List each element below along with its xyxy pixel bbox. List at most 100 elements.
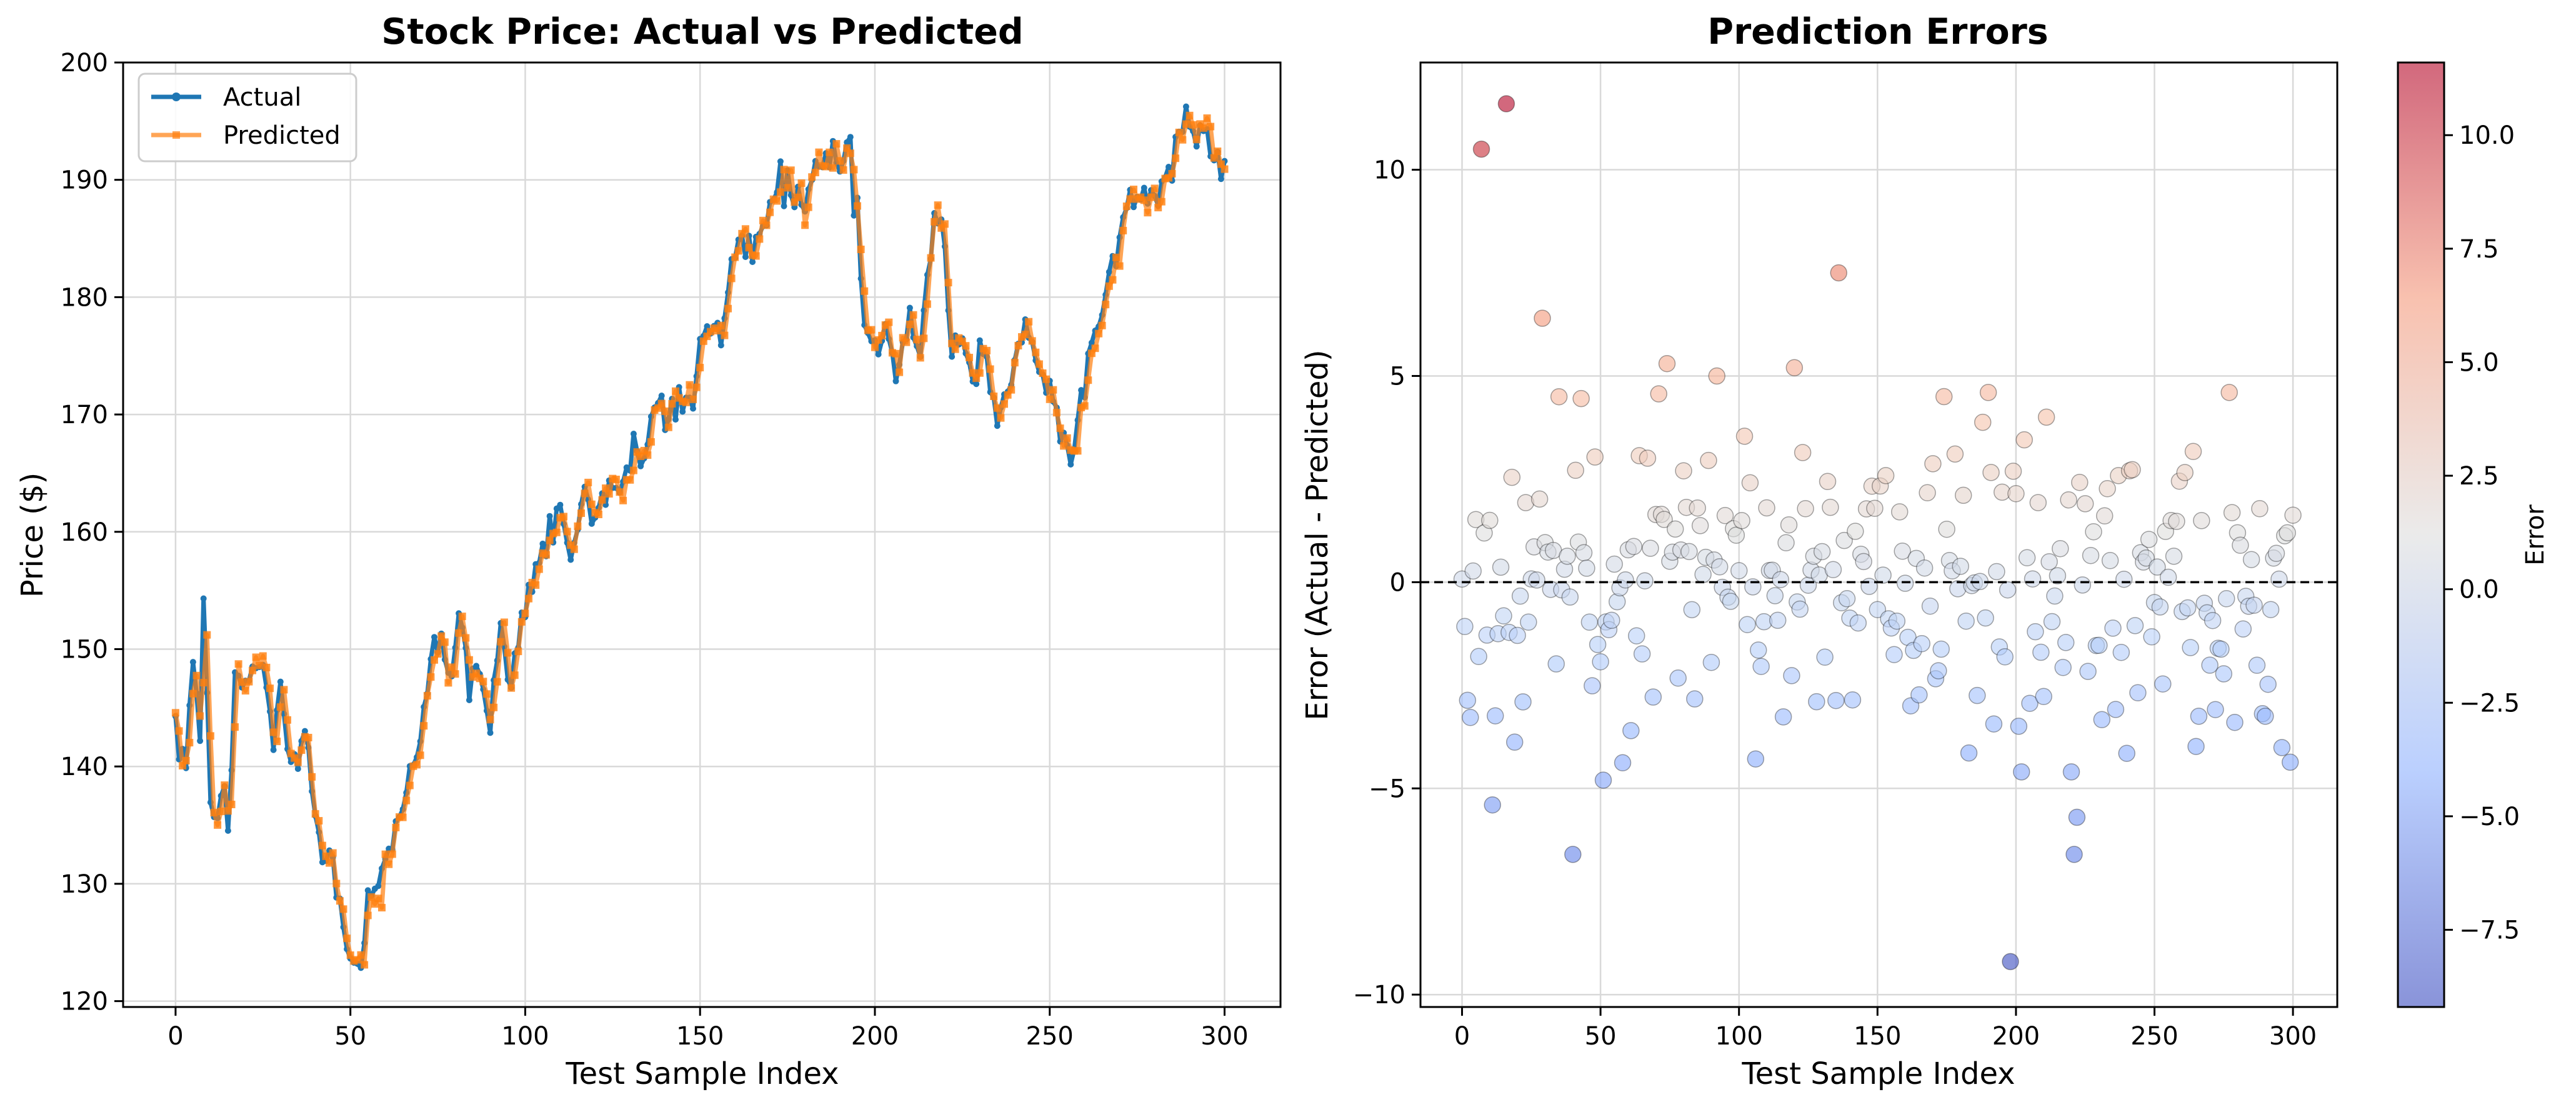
error-point — [2140, 531, 2158, 548]
error-point — [2118, 744, 2135, 762]
actual-point — [1217, 176, 1224, 183]
legend-label-actual: Actual — [223, 83, 301, 112]
actual-point — [431, 634, 437, 641]
predicted-point — [854, 202, 861, 210]
error-point — [2204, 611, 2222, 629]
error-point — [1921, 597, 1939, 615]
predicted-point — [664, 423, 672, 431]
predicted-point — [1214, 148, 1222, 155]
actual-point — [546, 513, 553, 519]
predicted-point — [1028, 337, 1036, 345]
predicted-point — [629, 466, 637, 474]
predicted-point — [462, 634, 470, 642]
predicted-point — [318, 841, 326, 849]
predicted-point — [284, 716, 291, 724]
error-point — [1874, 566, 1892, 584]
predicted-point — [846, 149, 854, 158]
error-point — [1544, 541, 1562, 559]
error-point — [1617, 571, 1634, 589]
error-point — [2281, 753, 2299, 771]
predicted-point — [577, 509, 585, 517]
error-point — [2062, 763, 2080, 781]
predicted-point — [1025, 318, 1033, 326]
legend-label-predicted: Predicted — [223, 121, 341, 150]
predicted-point — [322, 852, 330, 860]
error-ytick-label: 10 — [1374, 156, 1405, 185]
colorbar: −7.5 −5.0 −2.5 0.0 2.5 5.0 7.5 10.0 Error — [2397, 61, 2550, 1008]
error-point — [1691, 517, 1709, 534]
actual-point — [473, 663, 480, 669]
error-point — [1769, 611, 1787, 629]
error-point — [1877, 467, 1895, 484]
actual-point — [1106, 269, 1112, 275]
error-point — [2126, 617, 2144, 634]
error-point — [1627, 627, 1645, 644]
error-point — [2057, 634, 2075, 651]
predicted-point — [1032, 348, 1040, 356]
error-point — [1747, 750, 1765, 768]
predicted-point — [346, 951, 354, 959]
error-point — [1894, 543, 1911, 560]
error-point — [2262, 601, 2280, 618]
error-point — [2149, 558, 2166, 576]
predicted-point — [966, 354, 973, 361]
error-chart-xlabel: Test Sample Index — [1741, 1056, 2015, 1091]
error-point — [2068, 808, 2086, 826]
predicted-point — [399, 813, 407, 821]
error-point — [1514, 693, 1532, 711]
error-point — [1578, 559, 1595, 577]
predicted-point — [1109, 276, 1117, 284]
predicted-point — [1112, 253, 1120, 261]
predicted-point — [581, 489, 589, 498]
price-xtick-label: 300 — [1201, 1022, 1248, 1051]
error-point — [2090, 636, 2108, 654]
error-point — [2179, 599, 2197, 617]
predicted-point — [766, 208, 774, 216]
predicted-point — [724, 304, 732, 313]
price-xtick-label: 100 — [501, 1022, 549, 1051]
predicted-point — [374, 894, 382, 903]
predicted-point — [637, 453, 645, 460]
predicted-point — [431, 656, 438, 664]
predicted-point — [441, 638, 449, 646]
predicted-point — [721, 331, 729, 339]
error-point — [1727, 526, 1745, 544]
predicted-point — [1147, 193, 1155, 201]
predicted-point — [206, 732, 214, 740]
predicted-point — [332, 879, 341, 888]
error-point — [1996, 648, 2014, 666]
colorbar-tick-label: 7.5 — [2459, 235, 2499, 264]
actual-point — [994, 423, 1001, 429]
predicted-point — [811, 169, 819, 176]
actual-point — [557, 501, 564, 508]
error-point — [2242, 551, 2260, 568]
predicted-point — [413, 761, 421, 769]
predicted-point — [780, 166, 788, 174]
error-point — [2027, 623, 2044, 641]
error-point — [1683, 601, 1701, 619]
error-point — [2082, 546, 2100, 564]
error-point — [1481, 511, 1499, 529]
actual-point — [690, 405, 696, 412]
predicted-point — [210, 809, 218, 817]
predicted-point — [756, 235, 764, 243]
error-point — [2223, 504, 2241, 521]
predicted-point — [1221, 165, 1229, 173]
error-point — [2112, 643, 2130, 661]
predicted-point — [1014, 342, 1022, 349]
actual-point — [781, 203, 787, 209]
predicted-point — [315, 817, 323, 825]
predicted-point — [1105, 282, 1113, 290]
predicted-point — [836, 157, 844, 165]
predicted-point — [1189, 121, 1197, 129]
error-point — [2029, 494, 2047, 511]
error-point — [2074, 576, 2092, 594]
predicted-point — [1192, 136, 1201, 144]
predicted-point — [1011, 359, 1019, 367]
predicted-point — [1046, 395, 1054, 403]
predicted-point — [486, 716, 494, 724]
error-point — [2284, 506, 2302, 524]
error-point — [2154, 675, 2172, 693]
actual-point — [364, 887, 371, 894]
error-point — [1974, 413, 1992, 431]
